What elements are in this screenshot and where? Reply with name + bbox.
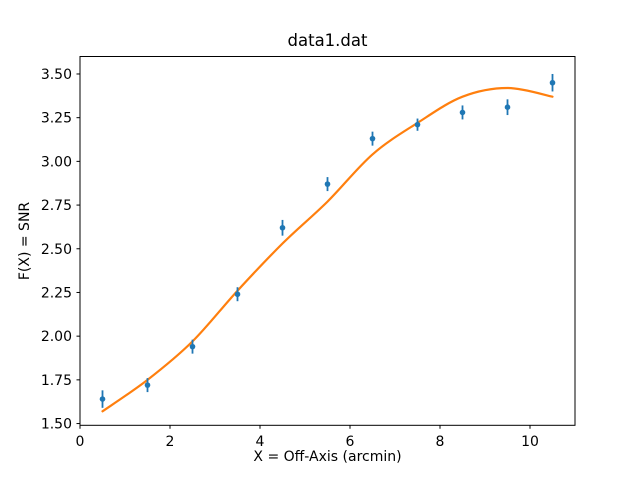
y-tick-label: 3.25 [41, 111, 72, 127]
x-tick-label: 6 [346, 434, 355, 450]
y-tick-label: 2.75 [41, 198, 72, 214]
chart-title: data1.dat [288, 31, 368, 50]
y-tick-label: 2.00 [41, 329, 72, 345]
data-point [549, 79, 556, 86]
x-tick-label: 8 [436, 434, 445, 450]
y-tick-label: 2.25 [41, 285, 72, 301]
data-point [99, 396, 106, 402]
y-axis-label: F(X) = SNR [17, 202, 33, 281]
y-tick-label: 1.50 [41, 417, 72, 433]
x-tick-label: 0 [76, 434, 85, 450]
y-tick-label: 1.75 [41, 373, 72, 389]
y-tick-label: 3.00 [41, 154, 72, 170]
model-curve-line [101, 86, 554, 413]
data-point [324, 181, 331, 187]
x-tick-label: 10 [521, 434, 539, 450]
plot-area: 0 2 4 6 8 10 1.50 1.75 2.00 2.25 2.50 2.75 3.00 3.25 3… [41, 56, 576, 450]
y-tick-label: 3.50 [41, 67, 72, 83]
x-axis-label: X = Off-Axis (arcmin) [253, 449, 401, 465]
data-point [369, 135, 376, 142]
x-tick-label: 4 [256, 434, 265, 450]
data-point [279, 224, 286, 231]
data-point [459, 109, 466, 116]
data-point [144, 382, 151, 388]
y-tick-label: 2.50 [41, 242, 72, 258]
data-point [189, 343, 196, 350]
data-point [234, 291, 241, 298]
x-tick-label: 2 [166, 434, 175, 450]
axes-frame [79, 56, 576, 426]
data-point [504, 104, 511, 110]
data-point [414, 121, 421, 128]
